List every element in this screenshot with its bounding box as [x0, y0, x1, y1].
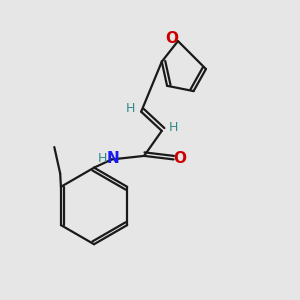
Text: H: H [125, 102, 135, 115]
Text: H: H [98, 152, 108, 165]
Text: O: O [165, 31, 178, 46]
Text: H: H [168, 122, 178, 134]
Text: N: N [106, 151, 119, 166]
Text: O: O [173, 151, 186, 166]
